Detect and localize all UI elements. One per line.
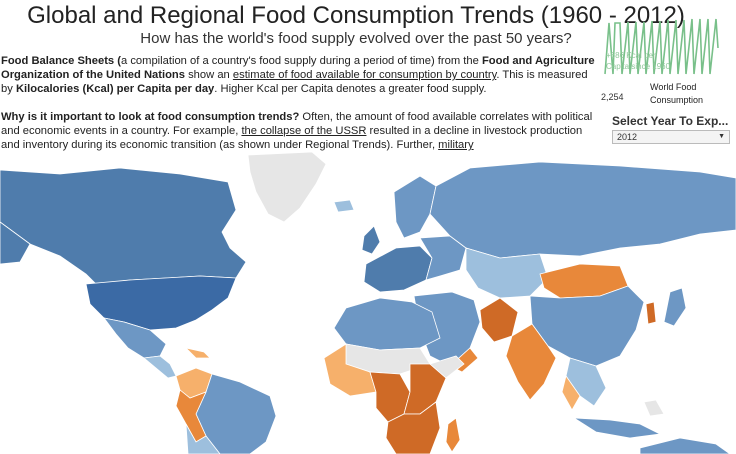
military-link[interactable]: military	[438, 139, 474, 151]
intro-text-2: show an	[184, 69, 233, 81]
estimate-link[interactable]: estimate of food available for consumpti…	[232, 69, 497, 81]
world-food-sparkline[interactable]	[602, 18, 722, 80]
map-region-central-america[interactable]	[143, 355, 177, 379]
intro-text-4: . Higher Kcal per Capita denotes a great…	[214, 83, 487, 95]
map-country-korea[interactable]	[645, 301, 657, 325]
chevron-down-icon[interactable]: ▼	[718, 133, 725, 140]
map-country-philippines[interactable]	[643, 399, 665, 417]
world-food-label: World Food Consumption	[650, 81, 703, 107]
world-map[interactable]	[0, 152, 736, 454]
map-region-north-africa[interactable]	[333, 297, 441, 351]
why-heading: Why is it important to look at food cons…	[1, 111, 300, 123]
intro-text-3: . This is measured by	[1, 69, 588, 95]
sparkline-line	[604, 18, 719, 75]
page-subtitle: How has the world's food supply evolved …	[140, 30, 572, 47]
map-country-australia[interactable]	[639, 437, 731, 454]
map-country-thailand[interactable]	[561, 375, 581, 411]
map-country-iceland[interactable]	[333, 199, 355, 213]
map-country-canada[interactable]	[0, 167, 247, 285]
map-region-western-europe[interactable]	[363, 245, 433, 293]
map-region-southern-africa[interactable]	[385, 401, 441, 454]
why-text-1: Often, the amount of food available corr…	[1, 111, 593, 137]
why-paragraph: Why is it important to look at food cons…	[1, 110, 599, 152]
map-region-caribbean[interactable]	[184, 347, 211, 359]
map-country-madagascar[interactable]	[445, 417, 461, 453]
year-select[interactable]: 2012 ▼	[612, 130, 730, 144]
intro-paragraph: Food Balance Sheets (a compilation of a …	[1, 54, 599, 96]
map-country-greenland[interactable]	[247, 152, 327, 223]
map-country-uk[interactable]	[361, 225, 381, 255]
intro-bold-kcal: Kilocalories (Kcal) per Capita per day	[15, 83, 215, 95]
sparkline-note: +686 Kcal per Capita since 1960	[606, 51, 671, 71]
map-country-indonesia[interactable]	[572, 417, 662, 439]
ussr-link[interactable]: the collapse of the USSR	[241, 125, 367, 137]
map-country-alaska[interactable]	[0, 221, 31, 265]
intro-bold-fao: Food and Agriculture Organization of the…	[1, 55, 595, 81]
sparkline-min-value: 2,254	[601, 92, 624, 102]
world-food-label-line1: World Food	[650, 82, 697, 92]
map-country-russia[interactable]	[429, 161, 736, 259]
map-region-scandinavia[interactable]	[393, 175, 437, 239]
map-country-japan[interactable]	[663, 287, 687, 327]
world-food-label-line2: Consumption	[650, 95, 704, 105]
intro-bold-1: Food Balance Sheets (	[1, 55, 121, 67]
map-country-argentina[interactable]	[185, 423, 221, 454]
map-region-horn-of-africa[interactable]	[429, 355, 465, 379]
intro-text-1: a compilation of a country's food supply…	[120, 55, 482, 67]
year-filter-title: Select Year To Exp...	[612, 114, 729, 128]
page-title: Global and Regional Food Consumption Tre…	[27, 2, 685, 29]
year-select-value: 2012	[617, 132, 638, 142]
why-text-2: resulted in a decline in livestock produ…	[1, 125, 583, 151]
map-country-india[interactable]	[505, 323, 557, 401]
